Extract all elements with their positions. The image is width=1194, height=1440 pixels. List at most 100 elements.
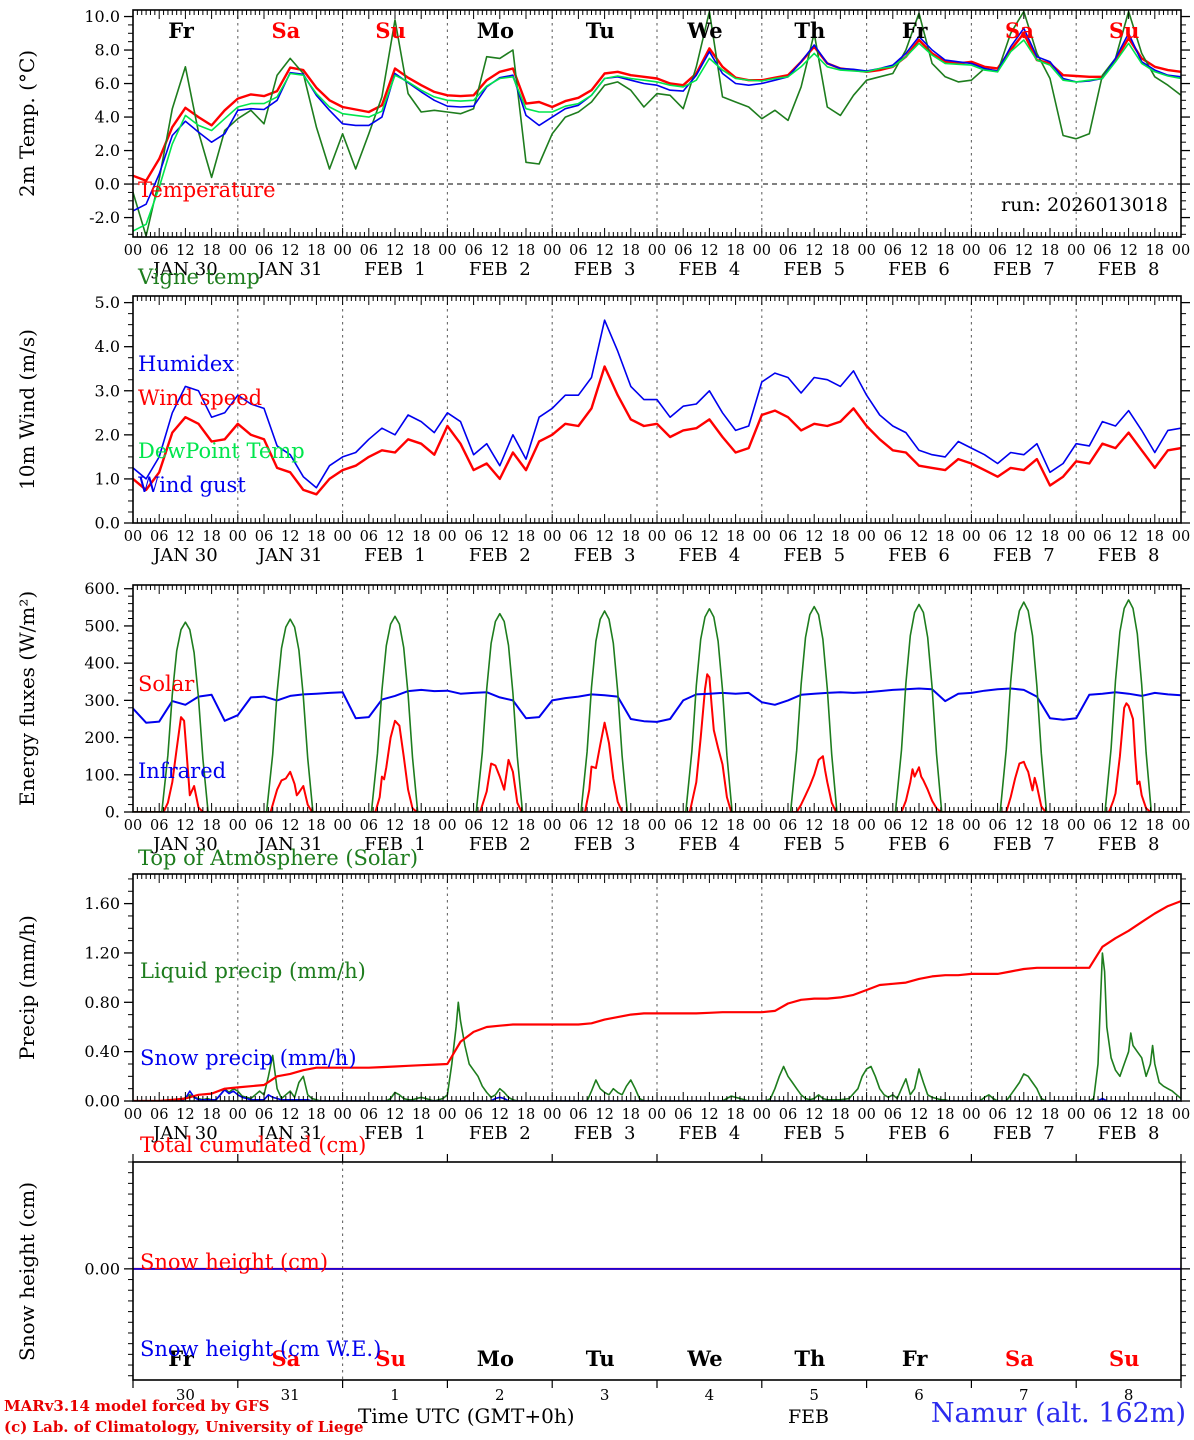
- hour-label: 12: [1119, 1107, 1137, 1123]
- hour-label: 18: [307, 529, 325, 545]
- hour-label: 12: [910, 1107, 928, 1123]
- hour-label: 18: [307, 1107, 325, 1123]
- hour-label: 00: [753, 529, 771, 545]
- wind-axis-title: 10m Wind (m/s): [15, 329, 39, 490]
- date-label: FEB 1: [364, 545, 426, 566]
- hour-label: 18: [307, 243, 325, 259]
- hour-label: 18: [412, 243, 430, 259]
- hour-label: 00: [229, 243, 247, 259]
- hour-label: 00: [333, 1107, 351, 1123]
- hour-label: 18: [726, 529, 744, 545]
- hour-label: 12: [595, 818, 613, 834]
- hour-label: 06: [360, 1107, 378, 1123]
- flux-legend: Solar Infrared Top of Atmosphere (Solar): [138, 612, 418, 931]
- hour-label: 00: [124, 529, 142, 545]
- hour-label: 00: [1172, 1107, 1190, 1123]
- weekday-label-top: Fr: [902, 18, 929, 43]
- snow-axis-title: Snow height (cm): [15, 1181, 39, 1361]
- weekday-label-bottom: Mo: [477, 1346, 514, 1371]
- hour-label: 06: [988, 1107, 1006, 1123]
- series-total-cumulated-cm-: [133, 899, 1181, 1101]
- date-label: JAN 31: [256, 834, 323, 855]
- panel-4: [124, 1154, 1190, 1388]
- y-tick-label: 4.0: [95, 337, 120, 356]
- hour-label: 12: [595, 1107, 613, 1123]
- date-label: FEB 3: [574, 545, 636, 566]
- y-tick-label: 1.0: [95, 469, 120, 488]
- y-tick-label: -2.0: [89, 208, 120, 227]
- date-label: FEB 3: [574, 834, 636, 855]
- hour-label: 06: [569, 1107, 587, 1123]
- date-label: FEB 6: [888, 1123, 950, 1144]
- hour-label: 18: [412, 529, 430, 545]
- hour-label: 12: [805, 818, 823, 834]
- hour-label: 06: [360, 818, 378, 834]
- y-tick-label: 400.: [84, 654, 120, 673]
- hour-label: 00: [1067, 1107, 1085, 1123]
- y-tick-label: 0.0: [95, 175, 120, 194]
- hour-label: 00: [438, 1107, 456, 1123]
- hour-label: 12: [700, 1107, 718, 1123]
- weekday-label-bottom: Su: [1109, 1346, 1139, 1371]
- hour-label: 18: [726, 1107, 744, 1123]
- hour-label: 00: [333, 243, 351, 259]
- hour-label: 12: [176, 1107, 194, 1123]
- hour-label: 12: [805, 243, 823, 259]
- snow-legend: Snow height (cm) Snow height (cm W.E.): [140, 1190, 381, 1422]
- hour-label: 00: [857, 529, 875, 545]
- hour-label: 06: [1093, 243, 1111, 259]
- hour-label: 18: [517, 1107, 535, 1123]
- weekday-label-top: Sa: [1005, 18, 1034, 43]
- y-tick-label: 8.0: [95, 41, 120, 60]
- hour-label: 00: [543, 1107, 561, 1123]
- hour-label: 18: [412, 1107, 430, 1123]
- hour-label: 06: [569, 818, 587, 834]
- hour-label: 06: [988, 529, 1006, 545]
- y-tick-label: 2.0: [95, 141, 120, 160]
- hour-label: 00: [1067, 818, 1085, 834]
- wind-legend: Wind speed Wind gust: [138, 326, 262, 558]
- hour-label: 00: [229, 529, 247, 545]
- hour-label: 18: [202, 818, 220, 834]
- date-label: FEB 8: [1098, 834, 1160, 855]
- hour-label: 12: [491, 818, 509, 834]
- hour-label: 06: [779, 529, 797, 545]
- date-label: FEB 6: [888, 259, 950, 280]
- hour-label: 18: [202, 243, 220, 259]
- hour-label: 18: [936, 529, 954, 545]
- series-dewpoint-temp: [133, 39, 1181, 232]
- y-tick-label: 5.0: [95, 293, 120, 312]
- hour-label: 18: [622, 1107, 640, 1123]
- hour-label: 06: [464, 818, 482, 834]
- hour-label: 12: [281, 243, 299, 259]
- date-label: FEB 5: [783, 834, 845, 855]
- hour-label: 12: [176, 243, 194, 259]
- hour-label: 18: [831, 818, 849, 834]
- hour-label: 06: [255, 529, 273, 545]
- hour-label: 06: [569, 243, 587, 259]
- day-number: 31: [281, 1386, 300, 1404]
- y-tick-label: 4.0: [95, 108, 120, 127]
- hour-label: 00: [543, 529, 561, 545]
- hour-label: 18: [1041, 529, 1059, 545]
- hour-label: 18: [1146, 243, 1164, 259]
- hour-label: 00: [648, 818, 666, 834]
- hour-label: 18: [1041, 818, 1059, 834]
- hour-label: 06: [988, 243, 1006, 259]
- hour-label: 06: [884, 243, 902, 259]
- weekday-label-top: Sa: [271, 18, 300, 43]
- y-tick-label: 2.0: [95, 425, 120, 444]
- panel-2: 00 06 12 18 00 06 12 18 00 06 12 18 00 06 12 18 00 06 12 18…: [124, 584, 1190, 855]
- date-label: FEB 5: [783, 545, 845, 566]
- hour-label: 06: [150, 243, 168, 259]
- y-tick-label: 300.: [84, 691, 120, 710]
- panel-1: 00 06 12 18 00 06 12 18 00 06 12 18 00 06 12 18 00 06 12 18…: [124, 295, 1190, 566]
- date-label: FEB 4: [679, 545, 741, 566]
- weekday-label-top: Fr: [168, 18, 195, 43]
- date-label: FEB 7: [993, 834, 1055, 855]
- date-label: FEB 7: [993, 259, 1055, 280]
- date-label: FEB 3: [574, 1123, 636, 1144]
- hour-label: 00: [648, 1107, 666, 1123]
- weekday-label-top: Su: [1109, 18, 1139, 43]
- date-label: JAN 30: [151, 545, 218, 566]
